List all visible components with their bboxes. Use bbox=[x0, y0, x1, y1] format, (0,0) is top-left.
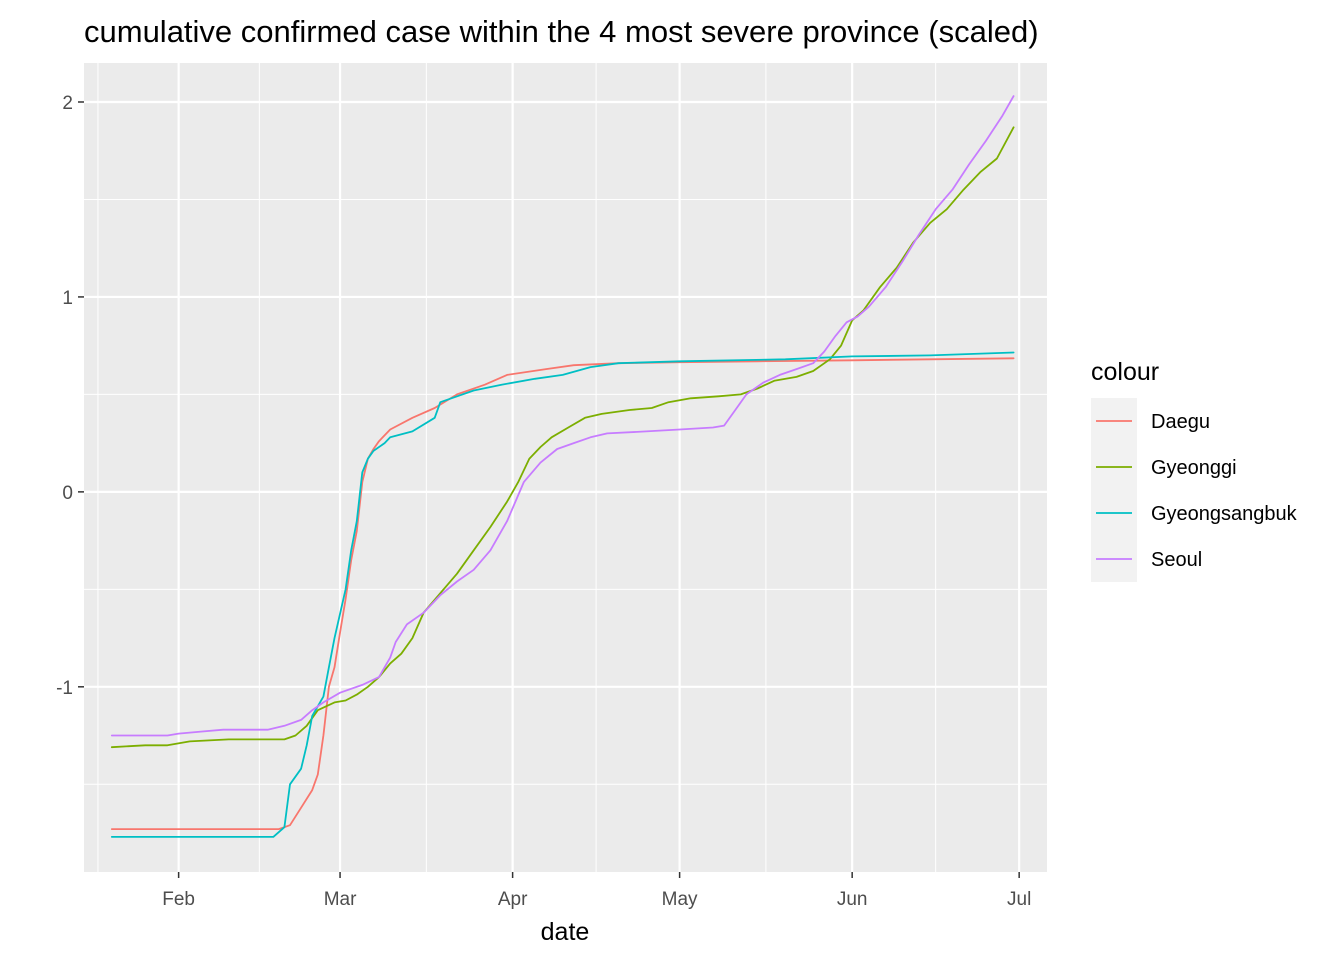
y-tick-label: 2 bbox=[62, 93, 73, 114]
x-tick-label: Jul bbox=[1007, 889, 1031, 910]
x-axis-title: date bbox=[541, 918, 590, 946]
series-line-seoul bbox=[110, 95, 1015, 737]
plot-panel bbox=[84, 63, 1047, 872]
x-tick-label: Mar bbox=[324, 889, 357, 910]
legend-key-background bbox=[1091, 398, 1137, 582]
series-line-gyeonggi bbox=[110, 126, 1015, 749]
y-tick-label: 1 bbox=[62, 288, 73, 309]
y-tick-label: 0 bbox=[62, 483, 73, 504]
y-axis: -1 0 1 2 bbox=[56, 93, 84, 699]
legend-label-daegu: Daegu bbox=[1151, 411, 1210, 433]
x-tick-label: Feb bbox=[162, 889, 195, 910]
minor-gridlines bbox=[84, 63, 1047, 872]
legend-label-seoul: Seoul bbox=[1151, 549, 1202, 571]
x-tick-label: Apr bbox=[498, 889, 528, 910]
legend-label-gyeonggi: Gyeonggi bbox=[1151, 457, 1237, 479]
legend-label-gyeongsangbuk: Gyeongsangbuk bbox=[1151, 503, 1298, 525]
legend-title: colour bbox=[1091, 358, 1159, 386]
chart-title: cumulative confirmed case within the 4 m… bbox=[84, 14, 1039, 49]
x-axis: Feb Mar Apr May Jun Jul bbox=[162, 872, 1031, 910]
legend: colour Daegu Gyeonggi Gyeongsangbuk Seoul bbox=[1091, 358, 1298, 582]
x-tick-label: Jun bbox=[837, 889, 868, 910]
major-gridlines bbox=[84, 63, 1047, 872]
series-line-gyeongsangbuk bbox=[110, 351, 1015, 838]
series-lines bbox=[110, 95, 1015, 838]
y-tick-label: -1 bbox=[56, 678, 73, 699]
x-tick-label: May bbox=[662, 889, 698, 910]
